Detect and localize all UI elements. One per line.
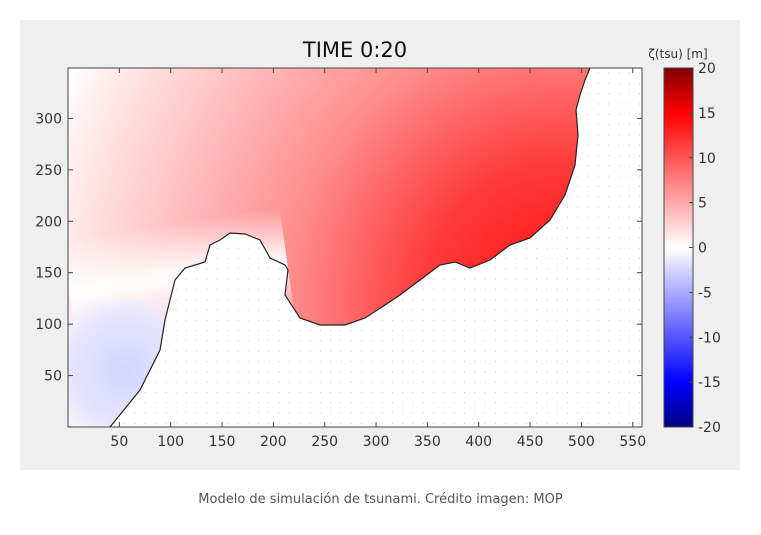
- colorbar-tick-label: 10: [698, 151, 716, 167]
- x-axis: 50 100 150 200 250 300 350 400 450 500 550: [110, 68, 646, 450]
- x-tick-label: 250: [311, 434, 338, 450]
- x-tick-label: 400: [465, 434, 492, 450]
- y-tick-label: 50: [44, 369, 62, 385]
- plot-frame: [67, 67, 643, 428]
- x-tick-label: 350: [414, 434, 441, 450]
- chart-title: TIME 0:20: [302, 38, 407, 62]
- y-tick-label: 250: [35, 163, 62, 179]
- y-axis: 50 100 150 200 250 300: [35, 111, 642, 385]
- colorbar-tick-label: 20: [698, 61, 716, 77]
- y-tick-label: 150: [35, 266, 62, 282]
- coastline: [109, 67, 591, 428]
- colorbar-tick-label: -15: [698, 375, 721, 391]
- colorbar-tick-label: 15: [698, 106, 716, 122]
- x-tick-label: 450: [517, 434, 544, 450]
- x-tick-label: 500: [568, 434, 595, 450]
- x-tick-label: 300: [363, 434, 390, 450]
- x-tick-label: 50: [110, 434, 128, 450]
- colorbar-tick-label: 0: [698, 241, 707, 257]
- colorbar-tick-label: -5: [698, 285, 712, 301]
- x-tick-label: 200: [260, 434, 287, 450]
- figure-caption: Modelo de simulación de tsunami. Crédito…: [198, 492, 563, 507]
- plot-area: [67, 67, 643, 428]
- y-tick-label: 200: [35, 214, 62, 230]
- tsunami-chart: TIME 0:20 50 100 150 200 250 300 350 400 450 500 5…: [35, 38, 721, 450]
- colorbar: ζ(tsu) [m] 20 15 10 5 0 -5 -10 -15 -20: [648, 47, 721, 436]
- x-tick-label: 550: [619, 434, 646, 450]
- colorbar-label: ζ(tsu) [m]: [648, 47, 707, 61]
- x-tick-label: 100: [157, 434, 184, 450]
- y-tick-label: 300: [35, 111, 62, 127]
- colorbar-gradient: [663, 67, 694, 428]
- colorbar-tick-label: -10: [698, 330, 721, 346]
- x-tick-label: 150: [209, 434, 236, 450]
- colorbar-tick-label: -20: [698, 420, 721, 436]
- y-tick-label: 100: [35, 317, 62, 333]
- colorbar-tick-label: 5: [698, 196, 707, 212]
